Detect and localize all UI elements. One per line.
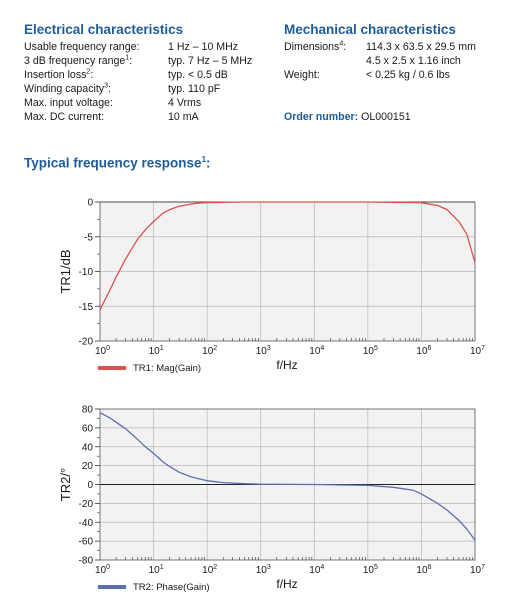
legend-swatch [98,585,126,589]
x-tick-label: 106 [416,564,431,576]
x-tick-label: 100 [95,345,110,357]
mechanical-title: Mechanical characteristics [284,22,456,37]
y-tick-label: -5 [84,232,93,243]
x-tick-label: 104 [309,345,324,357]
y-tick-label: -15 [79,302,94,313]
y-tick-label: -20 [79,499,94,510]
y-tick-label: -10 [79,267,94,278]
x-tick-label: 102 [202,564,217,576]
x-tick-label: 107 [470,564,485,576]
spec-label: Max. DC current: [24,111,105,123]
y-tick-label: 40 [82,442,94,453]
x-tick-label: 107 [470,345,485,357]
spec-value: typ. 7 Hz – 5 MHz [168,55,253,67]
x-tick-label: 103 [256,564,271,576]
plot-frame [99,408,476,561]
spec-value: 10 mA [168,111,199,123]
y-tick-label: -80 [79,556,94,567]
x-tick-label: 106 [416,345,431,357]
x-tick-label: 101 [149,345,164,357]
y-tick-label: 0 [87,480,93,491]
chart-magnitude: 100 101 102 103 104 105 106 107 0 -5 -10 -15 -20 TR1/… [58,198,485,375]
y-tick-label: 60 [82,423,94,434]
legend-label: TR2: Phase(Gain) [133,582,210,593]
x-tick-label: 105 [363,564,378,576]
weight-label: Weight: [284,69,320,81]
x-tick-label: 100 [95,564,110,576]
order-number: Order number: OL000151 [284,111,411,124]
response-title: Typical frequency response1: [24,155,211,171]
y-axis-label: TR2/° [58,468,73,501]
order-value: OL000151 [361,111,411,123]
spec-value: 4 Vrms [168,97,202,109]
y-axis-label: TR1/dB [58,249,73,293]
spec-value: typ. 110 pF [168,83,221,95]
x-tick-label: 102 [202,345,217,357]
y-tick-label: -20 [79,337,94,348]
dimensions-mm: 114.3 x 63.5 x 29.5 mm [366,41,476,53]
chart-phase: 100 101 102 103 104 105 106 107 80 60 40 20 0 -20 -40 -… [58,405,485,594]
legend-label: TR1: Mag(Gain) [133,363,201,374]
y-tick-label: -40 [79,518,94,529]
spec-label: Winding capacity3: [24,82,111,95]
legend-swatch [98,366,126,370]
spec-value: 1 Hz – 10 MHz [168,41,239,53]
x-axis-label: f/Hz [276,358,297,372]
order-label: Order number: [284,111,359,123]
spec-label: Max. input voltage: [24,97,113,109]
weight-value: < 0.25 kg / 0.6 lbs [366,69,450,81]
spec-label: 3 dB frequency range1: [24,54,133,67]
x-axis-label: f/Hz [276,577,297,591]
x-tick-label: 101 [149,564,164,576]
x-tick-label: 103 [256,345,271,357]
y-tick-label: 20 [82,461,94,472]
series-line [99,201,476,310]
series-line [99,412,476,541]
spec-label: Usable frequency range: [24,41,140,53]
spec-value: typ. < 0.5 dB [168,69,228,81]
dimensions-label: Dimensions4: [284,40,347,53]
y-tick-label: -60 [79,537,94,548]
x-tick-label: 104 [309,564,324,576]
spec-label: Insertion loss2: [24,68,94,81]
electrical-title: Electrical characteristics [24,22,184,37]
x-tick-label: 105 [363,345,378,357]
dimensions-inch: 4.5 x 2.5 x 1.16 inch [366,55,461,67]
y-tick-label: 0 [87,198,93,209]
y-tick-label: 80 [82,405,94,416]
